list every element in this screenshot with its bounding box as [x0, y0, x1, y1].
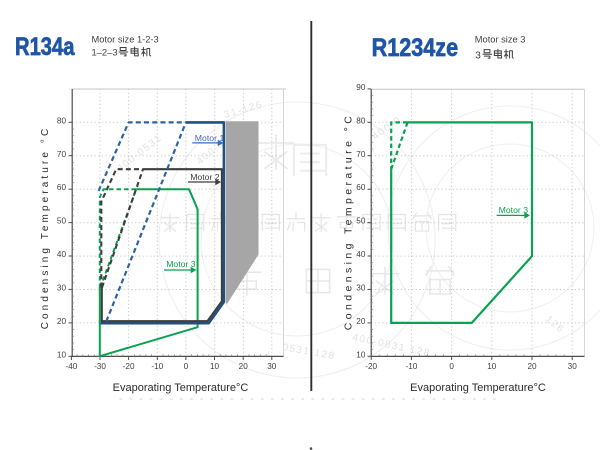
svg-text:Motor size 1-2-3: Motor size 1-2-3	[92, 34, 159, 44]
svg-text:20: 20	[57, 317, 67, 326]
svg-text:Motor 3: Motor 3	[166, 259, 196, 269]
svg-text:0: 0	[184, 362, 189, 371]
svg-text:Evaporating Temperature°C: Evaporating Temperature°C	[410, 382, 546, 394]
svg-text:30: 30	[267, 362, 277, 371]
svg-text:Motor 1: Motor 1	[195, 133, 225, 143]
svg-text:Motor size 3: Motor size 3	[475, 34, 526, 44]
svg-text:1–2–3: 1–2–3	[92, 47, 118, 58]
svg-text:30: 30	[356, 284, 366, 293]
svg-text:126: 126	[543, 314, 566, 336]
svg-text:40: 40	[356, 250, 366, 259]
svg-text:R134a: R134a	[15, 33, 75, 61]
svg-text:70: 70	[356, 150, 366, 159]
svg-text:3: 3	[475, 51, 481, 62]
svg-text:80: 80	[356, 116, 366, 125]
svg-text:40: 40	[57, 250, 67, 259]
svg-text:-20: -20	[123, 362, 135, 371]
svg-text:90: 90	[356, 83, 366, 92]
svg-text:60: 60	[57, 183, 67, 192]
svg-text:20: 20	[356, 317, 366, 326]
svg-text:-30: -30	[94, 362, 106, 371]
svg-text:Condensing Temperature °C: Condensing Temperature °C	[40, 126, 51, 330]
svg-text:10: 10	[487, 362, 497, 371]
svg-text:80: 80	[57, 116, 67, 125]
svg-text:Motor 3: Motor 3	[499, 205, 529, 215]
svg-text:0: 0	[449, 362, 454, 371]
svg-text:0531 128: 0531 128	[281, 342, 336, 362]
svg-text:10: 10	[57, 350, 67, 359]
svg-text:20: 20	[239, 362, 249, 371]
svg-text:-10: -10	[405, 362, 417, 371]
svg-text:10: 10	[356, 350, 366, 359]
svg-text:Motor 2: Motor 2	[190, 172, 220, 182]
svg-text:50: 50	[57, 217, 67, 226]
svg-text:60: 60	[356, 183, 366, 192]
svg-text:Evaporating Temperature°C: Evaporating Temperature°C	[113, 382, 249, 394]
svg-text:30: 30	[57, 284, 67, 293]
svg-text:400-0: 400-0	[370, 114, 403, 142]
svg-text:-10: -10	[151, 362, 163, 371]
svg-text:31-126: 31-126	[223, 99, 265, 121]
svg-text:Condensing Temperature °C: Condensing Temperature °C	[343, 113, 355, 330]
svg-text:-40: -40	[65, 362, 77, 371]
svg-text:30: 30	[568, 362, 578, 371]
svg-text:20: 20	[527, 362, 537, 371]
svg-text:70: 70	[57, 150, 67, 159]
svg-text:-20: -20	[365, 362, 377, 371]
svg-text:50: 50	[356, 217, 366, 226]
svg-text:10: 10	[210, 362, 220, 371]
svg-text:R1234ze: R1234ze	[372, 34, 459, 62]
